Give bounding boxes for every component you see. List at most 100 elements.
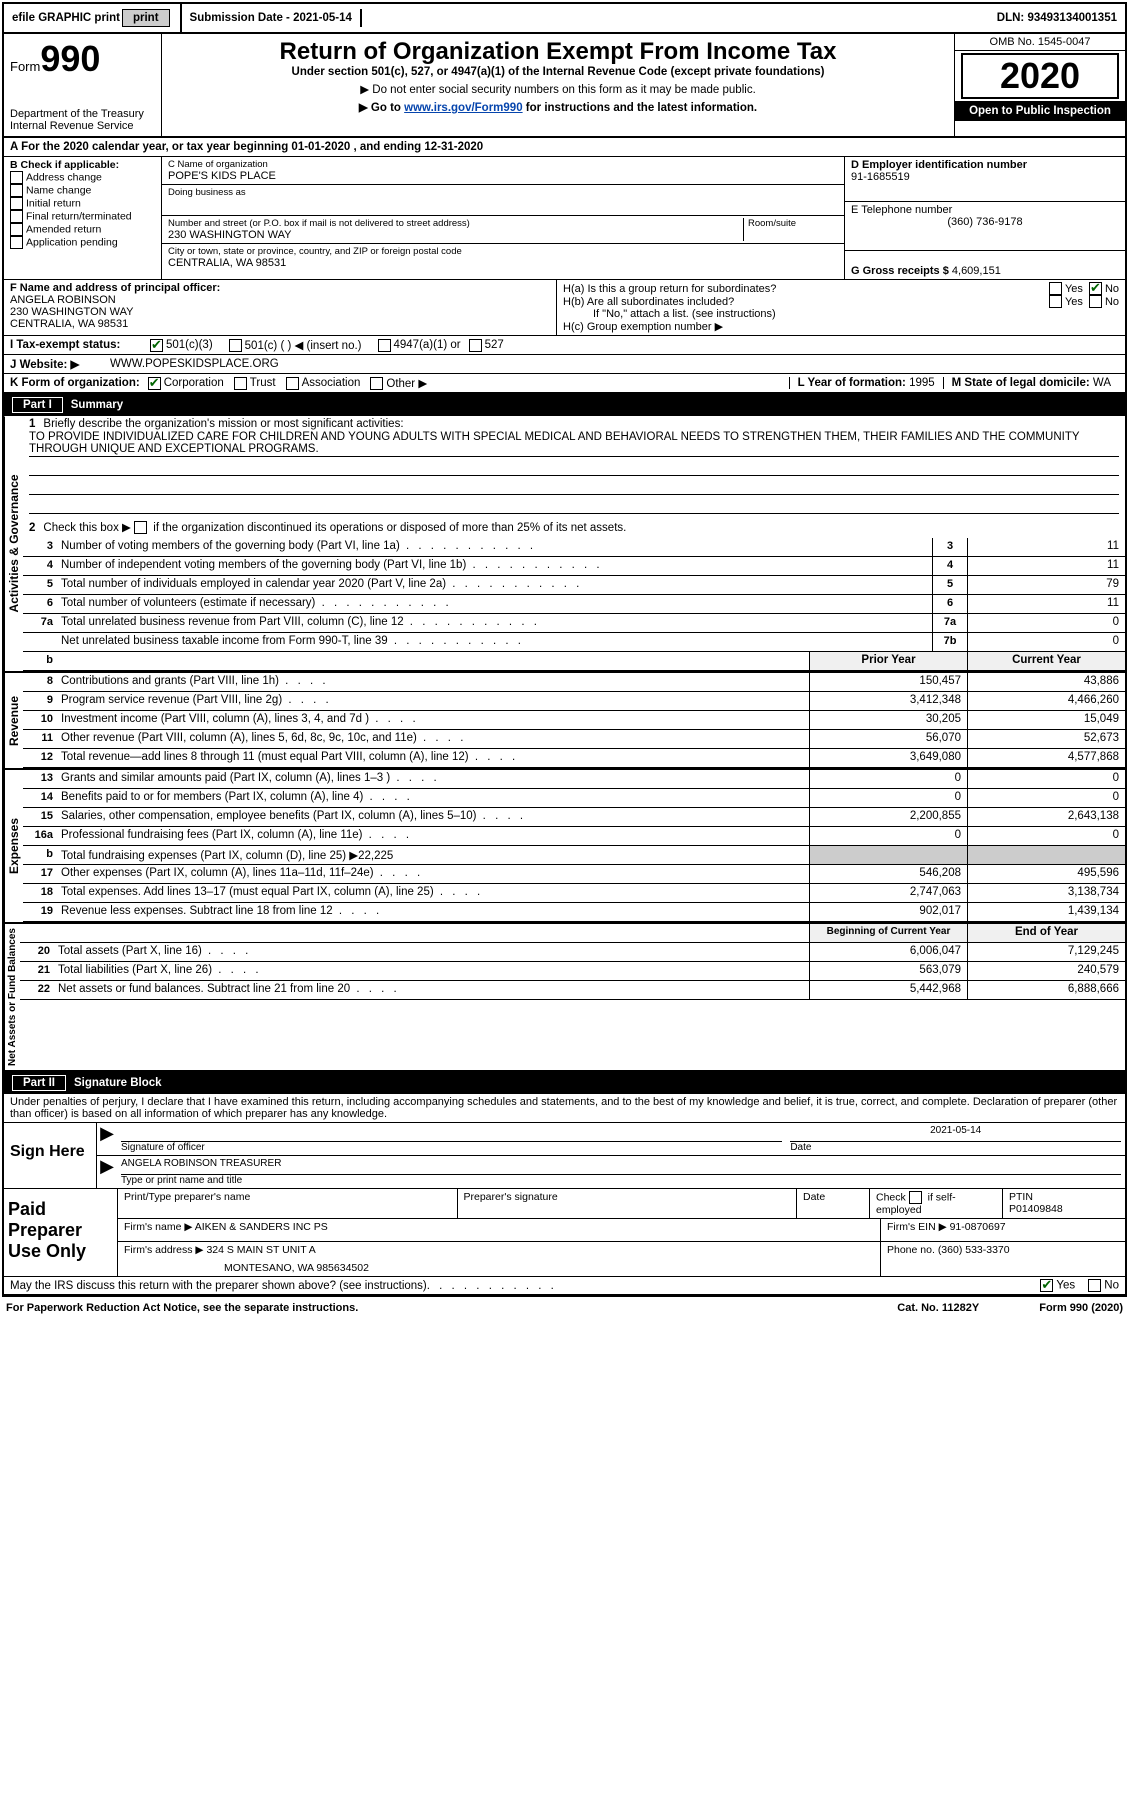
chk-assoc[interactable] bbox=[286, 377, 299, 390]
chk-selfemp[interactable] bbox=[909, 1191, 922, 1204]
blocks-fh: F Name and address of principal officer:… bbox=[4, 279, 1125, 336]
sign-row2: ▶ ANGELA ROBINSON TREASURER Type or prin… bbox=[97, 1156, 1125, 1188]
discuss-yes[interactable] bbox=[1040, 1279, 1053, 1292]
net-headers: Beginning of Current Year End of Year bbox=[20, 924, 1125, 943]
domicile-val: WA bbox=[1093, 377, 1111, 389]
firm-phone-label: Phone no. bbox=[887, 1244, 935, 1256]
tax-year: 2020 bbox=[961, 53, 1119, 99]
officer-name: ANGELA ROBINSON bbox=[10, 294, 550, 306]
chk-pending[interactable]: Application pending bbox=[10, 236, 155, 249]
chk-trust[interactable] bbox=[234, 377, 247, 390]
prep-row2: Firm's name ▶ AIKEN & SANDERS INC PS Fir… bbox=[118, 1219, 1125, 1242]
chk-final[interactable]: Final return/terminated bbox=[10, 210, 155, 223]
print-button[interactable]: print bbox=[122, 9, 170, 27]
row-desc: Total liabilities (Part X, line 26) bbox=[54, 962, 809, 980]
officer-addr1: 230 WASHINGTON WAY bbox=[10, 306, 550, 318]
preparer-title: Paid Preparer Use Only bbox=[4, 1189, 118, 1276]
col-headers-prior: b Prior Year Current Year bbox=[23, 652, 1125, 671]
chk-501c3[interactable] bbox=[150, 339, 163, 352]
form-word: Form bbox=[10, 59, 40, 74]
row-num: 7a bbox=[23, 614, 57, 632]
header-center: Return of Organization Exempt From Incom… bbox=[162, 34, 954, 136]
ha-no[interactable] bbox=[1089, 282, 1102, 295]
chk-4947[interactable] bbox=[378, 339, 391, 352]
firm-ein-value: 91-0870697 bbox=[950, 1221, 1006, 1233]
row-cy: 0 bbox=[967, 789, 1125, 807]
row-py: 0 bbox=[809, 770, 967, 788]
opt-501c: 501(c) ( ) ◀ (insert no.) bbox=[245, 338, 362, 352]
hb-label: H(b) Are all subordinates included? bbox=[563, 296, 1049, 308]
chk-name[interactable]: Name change bbox=[10, 184, 155, 197]
data-row: 19 Revenue less expenses. Subtract line … bbox=[23, 903, 1125, 922]
firm-ein-cell: Firm's EIN ▶ 91-0870697 bbox=[881, 1219, 1125, 1241]
row-num: 11 bbox=[23, 730, 57, 748]
row-desc: Professional fundraising fees (Part IX, … bbox=[57, 827, 809, 845]
row-desc: Benefits paid to or for members (Part IX… bbox=[57, 789, 809, 807]
row-num: 15 bbox=[23, 808, 57, 826]
row-cy: 495,596 bbox=[967, 865, 1125, 883]
row-box: 3 bbox=[932, 538, 967, 556]
hb-yes[interactable] bbox=[1049, 295, 1062, 308]
arrow-icon: ▶ bbox=[97, 1123, 117, 1155]
website-label: J Website: ▶ bbox=[10, 357, 110, 371]
row-val: 11 bbox=[967, 595, 1125, 613]
form-org-label: K Form of organization: bbox=[10, 377, 140, 389]
efile-text: efile GRAPHIC print bbox=[12, 12, 120, 24]
opt-501c3: 501(c)(3) bbox=[166, 339, 213, 351]
part1-title: Summary bbox=[71, 399, 123, 411]
arrow-icon2: ▶ bbox=[97, 1156, 117, 1188]
row-num: 12 bbox=[23, 749, 57, 767]
chk-other[interactable] bbox=[370, 377, 383, 390]
prep-row3: Firm's address ▶ 324 S MAIN ST UNIT A MO… bbox=[118, 1242, 1125, 1276]
firm-phone-cell: Phone no. (360) 533-3370 bbox=[881, 1242, 1125, 1276]
chk-initial[interactable]: Initial return bbox=[10, 197, 155, 210]
part1-header: Part I Summary bbox=[4, 394, 1125, 416]
row-py: 3,412,348 bbox=[809, 692, 967, 710]
line2: 2Check this box ▶ if the organization di… bbox=[23, 516, 1125, 538]
row-num: 13 bbox=[23, 770, 57, 788]
discuss-no-label: No bbox=[1104, 1280, 1119, 1292]
block-deg: D Employer identification number 91-1685… bbox=[844, 157, 1125, 279]
row-desc: Net unrelated business taxable income fr… bbox=[57, 633, 932, 651]
officer-sig-field[interactable]: Signature of officer bbox=[117, 1123, 786, 1155]
chk-527[interactable] bbox=[469, 339, 482, 352]
chk-corp[interactable] bbox=[148, 377, 161, 390]
net-hdr-num bbox=[20, 924, 54, 942]
chk-address-label: Address change bbox=[26, 171, 102, 183]
chk-501c[interactable] bbox=[229, 339, 242, 352]
row-desc: Number of voting members of the governin… bbox=[57, 538, 932, 556]
row-num: 16a bbox=[23, 827, 57, 845]
discuss-yes-label: Yes bbox=[1056, 1280, 1075, 1292]
hb-no[interactable] bbox=[1089, 295, 1102, 308]
data-row: 14 Benefits paid to or for members (Part… bbox=[23, 789, 1125, 808]
row-py: 150,457 bbox=[809, 673, 967, 691]
ptin-value: P01409848 bbox=[1009, 1203, 1119, 1215]
chk-discontinued[interactable] bbox=[134, 521, 147, 534]
mission-blank2 bbox=[29, 476, 1119, 495]
year-form-label: L Year of formation: bbox=[798, 377, 906, 389]
row-box: 7b bbox=[932, 633, 967, 651]
ha-yes[interactable] bbox=[1049, 282, 1062, 295]
submission-date: Submission Date - 2021-05-14 bbox=[182, 9, 362, 27]
ein-label: D Employer identification number bbox=[851, 159, 1119, 171]
row-j: J Website: ▶ WWW.POPESKIDSPLACE.ORG bbox=[4, 355, 1125, 374]
part2-header: Part II Signature Block bbox=[4, 1070, 1125, 1094]
row-box: 5 bbox=[932, 576, 967, 594]
line2-text: Check this box ▶ if the organization dis… bbox=[43, 522, 626, 534]
sign-date-field: 2021-05-14 Date bbox=[786, 1123, 1125, 1155]
irs-link[interactable]: www.irs.gov/Form990 bbox=[404, 102, 522, 114]
row-desc: Other expenses (Part IX, column (A), lin… bbox=[57, 865, 809, 883]
dots bbox=[427, 1280, 557, 1292]
discuss-no[interactable] bbox=[1088, 1279, 1101, 1292]
row-box: 6 bbox=[932, 595, 967, 613]
netassets-rows: 20 Total assets (Part X, line 16) 6,006,… bbox=[20, 943, 1125, 1000]
chk-amended[interactable]: Amended return bbox=[10, 223, 155, 236]
chk-address[interactable]: Address change bbox=[10, 171, 155, 184]
row-val: 79 bbox=[967, 576, 1125, 594]
goto-post: for instructions and the latest informat… bbox=[523, 102, 758, 114]
part2-label: Part II bbox=[12, 1075, 66, 1091]
header-left: Form990 Department of the Treasury Inter… bbox=[4, 34, 162, 136]
phone-label: E Telephone number bbox=[851, 204, 1119, 216]
officer-addr2: CENTRALIA, WA 98531 bbox=[10, 318, 550, 330]
row-cy: 0 bbox=[967, 770, 1125, 788]
